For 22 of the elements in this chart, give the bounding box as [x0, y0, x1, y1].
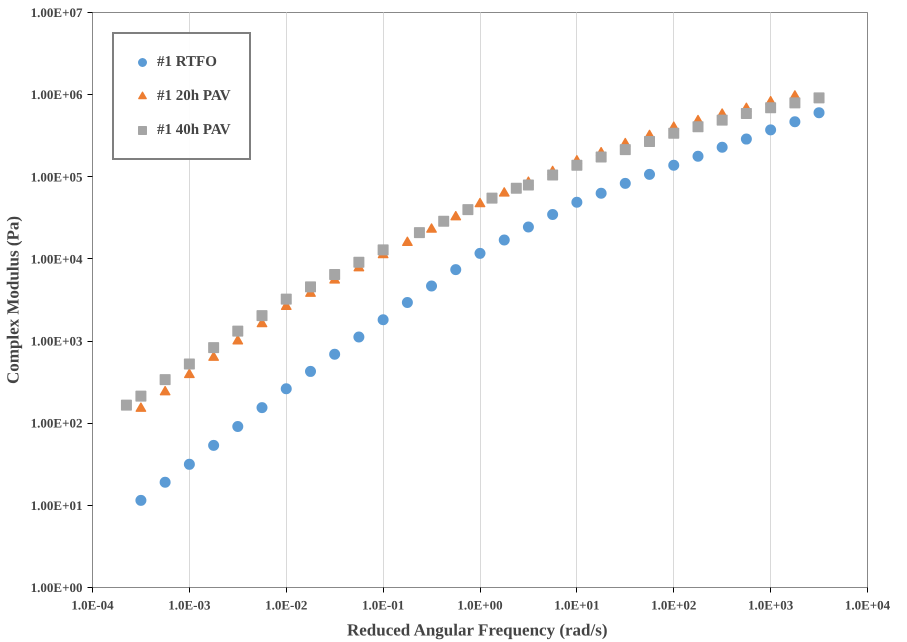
- y-tick-label: 1.00E+07: [30, 5, 83, 20]
- x-tick-label: 1.0E+03: [748, 598, 794, 612]
- x-tick-label: 1.0E+04: [844, 598, 891, 612]
- legend-label: #1 20h PAV: [157, 88, 231, 104]
- x-tick-label: 1.0E+02: [651, 598, 696, 612]
- y-tick-label: 1.00E+03: [30, 334, 83, 349]
- y-tick-label: 1.00E+00: [30, 580, 83, 595]
- y-tick-label: 1.00E+05: [30, 169, 83, 184]
- y-tick-label: 1.00E+01: [30, 498, 83, 513]
- y-tick-label: 1.00E+04: [30, 251, 83, 266]
- x-axis-title: Reduced Angular Frequency (rad/s): [346, 620, 608, 640]
- legend-label: #1 RTFO: [157, 54, 217, 70]
- x-tick-label: 1.0E+01: [554, 598, 600, 612]
- x-tick-label: 1.0E-02: [265, 598, 308, 612]
- x-tick-label: 1.0E-01: [362, 598, 404, 612]
- y-tick-label: 1.00E+06: [30, 87, 83, 102]
- x-tick-label: 1.0E-04: [71, 598, 114, 612]
- y-axis-title: Complex Modulus (Pa): [4, 216, 23, 384]
- legend-label: #1 40h PAV: [157, 122, 231, 138]
- x-tick-label: 1.0E-03: [168, 598, 211, 612]
- x-tick-label: 1.0E+00: [457, 598, 503, 612]
- y-tick-label: 1.00E+02: [30, 416, 83, 431]
